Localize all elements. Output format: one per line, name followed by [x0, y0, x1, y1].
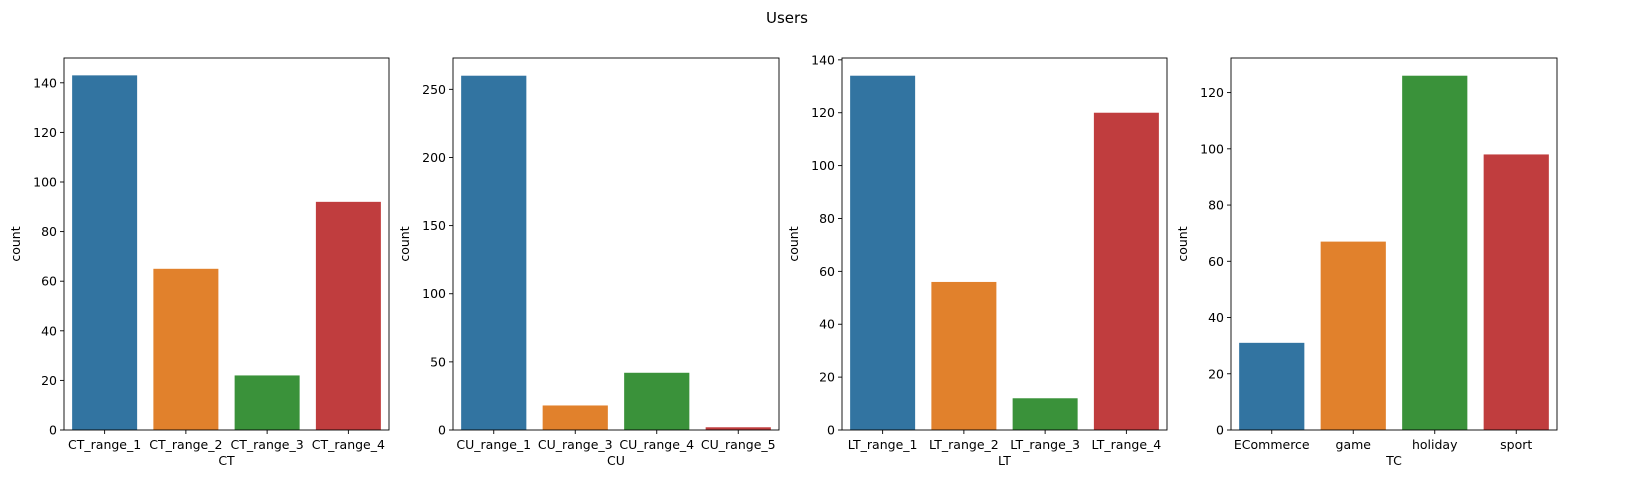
x-tick-label-3-1: LT_range_1	[848, 437, 918, 452]
y-tick-label-2-1: 0	[438, 423, 446, 438]
x-tick-label-1-2: CT_range_2	[149, 437, 222, 452]
y-tick-label-1-8: 140	[33, 75, 57, 90]
bar-4-1	[1239, 342, 1305, 430]
y-tick-label-4-5: 80	[1208, 198, 1224, 213]
bar-3-3	[1012, 398, 1078, 430]
y-tick-label-2-2: 50	[430, 354, 446, 369]
bar-4-3	[1402, 75, 1468, 431]
y-tick-label-4-4: 60	[1208, 254, 1224, 269]
x-axis-label-3: LT	[998, 453, 1011, 468]
y-tick-label-1-2: 20	[41, 373, 57, 388]
y-tick-label-1-1: 0	[49, 423, 57, 438]
bar-4-4	[1483, 154, 1549, 430]
bar-3-2	[931, 281, 997, 430]
y-tick-label-3-3: 40	[819, 317, 835, 332]
chart-panel-4: 0 20 40 60 80 100 120 ECommerce game holiday sport…	[1175, 57, 1558, 468]
axes-frame	[452, 57, 780, 431]
y-tick-label-1-7: 120	[33, 125, 57, 140]
axes-frame	[1230, 57, 1558, 431]
y-tick-label-3-4: 60	[819, 264, 835, 279]
y-tick-label-3-6: 100	[811, 158, 835, 173]
chart-panel-2: 0 50 100 150 200 250 CU_range_1 CU_range_3 CU_ra…	[397, 57, 780, 468]
y-tick-label-3-1: 0	[827, 423, 835, 438]
y-tick-label-2-3: 100	[422, 286, 446, 301]
figure-title: Users	[766, 9, 808, 27]
bar-2-4	[705, 427, 771, 430]
bar-1-3	[234, 375, 300, 430]
x-tick-label-2-3: CU_range_4	[619, 437, 694, 452]
y-axis-label-1: count	[8, 226, 23, 261]
y-tick-label-4-1: 0	[1216, 423, 1224, 438]
y-tick-label-3-8: 140	[811, 52, 835, 67]
x-tick-label-2-4: CU_range_5	[701, 437, 776, 452]
bar-1-1	[72, 75, 138, 431]
bar-2-1	[461, 75, 527, 431]
bar-1-4	[315, 201, 381, 430]
y-tick-label-2-5: 200	[422, 150, 446, 165]
x-tick-label-1-3: CT_range_3	[231, 437, 304, 452]
y-tick-label-1-3: 40	[41, 323, 57, 338]
y-tick-label-3-2: 20	[819, 370, 835, 385]
x-tick-label-4-3: holiday	[1412, 437, 1458, 452]
x-tick-label-2-2: CU_range_3	[538, 437, 613, 452]
x-axis-label-2: CU	[607, 453, 625, 468]
axes-frame	[63, 57, 390, 431]
x-tick-label-1-1: CT_range_1	[68, 437, 141, 452]
bar-4-2	[1320, 241, 1386, 430]
y-tick-label-4-6: 100	[1200, 141, 1224, 156]
bar-3-4	[1093, 112, 1159, 430]
bar-2-3	[624, 372, 690, 430]
x-tick-label-3-2: LT_range_2	[929, 437, 999, 452]
y-tick-label-1-5: 80	[41, 224, 57, 239]
y-tick-label-1-6: 100	[33, 175, 57, 190]
y-axis-label-3: count	[786, 226, 801, 261]
y-tick-label-4-3: 40	[1208, 310, 1224, 325]
bar-3-1	[850, 75, 916, 431]
x-tick-label-4-4: sport	[1500, 437, 1532, 452]
bar-2-2	[542, 405, 608, 430]
x-tick-label-3-4: LT_range_4	[1092, 437, 1162, 452]
y-tick-label-1-4: 60	[41, 274, 57, 289]
x-tick-label-3-3: LT_range_3	[1010, 437, 1080, 452]
y-tick-label-4-7: 120	[1200, 85, 1224, 100]
x-tick-label-2-1: CU_range_1	[456, 437, 531, 452]
x-tick-label-4-1: ECommerce	[1234, 437, 1310, 452]
y-axis-label-2: count	[397, 226, 412, 261]
y-tick-label-3-7: 120	[811, 105, 835, 120]
x-axis-label-4: TC	[1385, 453, 1402, 468]
y-tick-label-2-6: 250	[422, 82, 446, 97]
axes-frame	[841, 57, 1168, 431]
x-axis-label-1: CT	[218, 453, 235, 468]
y-tick-label-2-4: 150	[422, 218, 446, 233]
bar-1-2	[153, 268, 219, 430]
y-tick-label-4-2: 20	[1208, 366, 1224, 381]
x-tick-label-4-2: game	[1336, 437, 1372, 452]
x-tick-label-1-4: CT_range_4	[312, 437, 385, 452]
y-axis-label-4: count	[1175, 226, 1190, 261]
y-tick-label-3-5: 80	[819, 211, 835, 226]
